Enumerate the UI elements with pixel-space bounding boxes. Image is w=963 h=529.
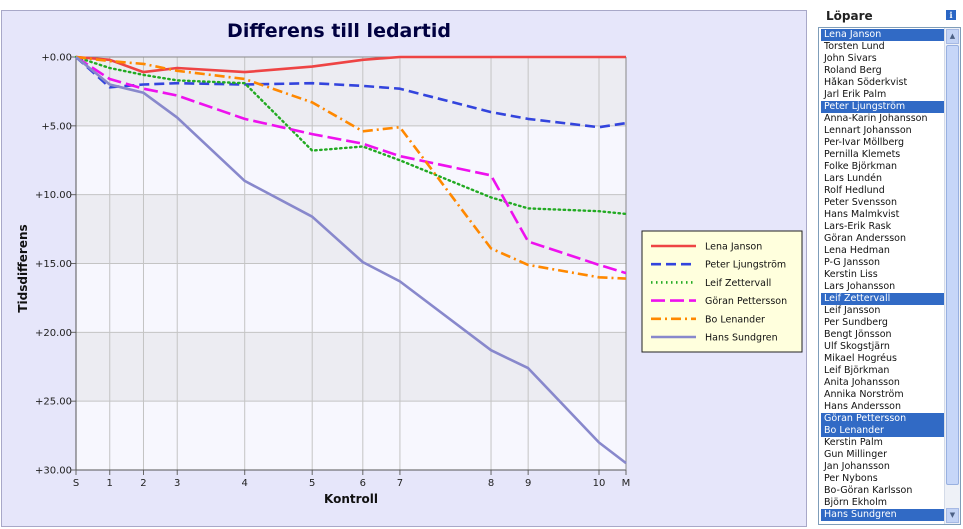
x-tick-label: 1 <box>107 478 113 489</box>
series-line <box>75 55 627 465</box>
runner-items: Lena Janson Torsten Lund John Sivars Roland… <box>821 29 944 521</box>
series-line <box>75 55 627 280</box>
runner-item[interactable]: Ulf Skogstjärn <box>824 341 890 352</box>
series-line <box>75 55 627 275</box>
runner-item[interactable]: Kerstin Liss <box>824 269 878 280</box>
plot-band <box>76 263 626 333</box>
y-tick-label: +30.00 <box>35 466 72 477</box>
series-line <box>75 56 627 129</box>
legend-label: Göran Pettersson <box>705 296 787 307</box>
runner-item[interactable]: Pernilla Klemets <box>824 149 901 160</box>
runner-item[interactable]: Lars Johansson <box>824 281 896 292</box>
runner-item[interactable]: Jarl Erik Palm <box>824 89 887 100</box>
series-line <box>75 55 626 74</box>
runner-item[interactable]: Per Sundberg <box>824 317 888 328</box>
runner-item[interactable]: John Sivars <box>824 53 877 64</box>
legend-label: Peter Ljungström <box>705 260 786 271</box>
runner-item[interactable]: Göran Pettersson <box>821 413 944 425</box>
y-tick-label: +0.00 <box>41 53 72 64</box>
runner-item[interactable]: Lena Janson <box>821 29 944 41</box>
x-tick-label: 8 <box>488 478 494 489</box>
chart-title: Differens till ledartid <box>227 20 451 42</box>
y-tick-label: +15.00 <box>35 259 72 270</box>
x-axis-label: Kontroll <box>324 492 378 506</box>
runner-item[interactable]: Björn Ekholm <box>824 497 887 508</box>
runner-item[interactable]: P-G Jansson <box>824 257 881 268</box>
y-tick-label: +10.00 <box>35 190 72 201</box>
series-line <box>74 55 628 216</box>
plot-band <box>76 332 626 402</box>
runner-item[interactable]: Hans Malmkvist <box>824 209 900 220</box>
runner-item[interactable]: Göran Andersson <box>824 233 906 244</box>
legend-box <box>641 230 803 353</box>
x-tick-label: 10 <box>593 478 606 489</box>
runner-item[interactable]: Leif Jansson <box>824 305 881 316</box>
legend-label: Hans Sundgren <box>705 333 778 344</box>
runner-item[interactable]: Roland Berg <box>824 65 882 76</box>
scrollbar[interactable]: ▲ ▼ <box>944 28 960 524</box>
runner-item[interactable]: Lennart Johansson <box>824 125 912 136</box>
runner-item[interactable]: Hans Andersson <box>824 401 901 412</box>
x-tick-label: 3 <box>174 478 180 489</box>
runner-item[interactable]: Anna-Karin Johansson <box>824 113 928 124</box>
runner-item[interactable]: Anita Johansson <box>824 377 900 388</box>
y-tick-label: +20.00 <box>35 328 72 339</box>
runner-item[interactable]: Bengt Jönsson <box>824 329 892 340</box>
x-tick-label: M <box>622 478 631 489</box>
runner-list[interactable]: Lena Janson Torsten Lund John Sivars Roland… <box>818 27 961 525</box>
runner-item[interactable]: Lars Lundén <box>824 173 883 184</box>
runner-item[interactable]: Per Nybons <box>824 473 878 484</box>
legend-label: Lena Janson <box>705 242 762 253</box>
runner-item[interactable]: Lena Hedman <box>824 245 890 256</box>
runner-item[interactable]: Bo Lenander <box>821 425 944 437</box>
scroll-down-icon[interactable]: ▼ <box>946 508 959 523</box>
x-tick-label: 4 <box>242 478 248 489</box>
runner-item[interactable]: Leif Zettervall <box>821 293 944 305</box>
runner-item[interactable]: Håkan Söderkvist <box>824 77 908 88</box>
chart-panel: Differens till ledartid S 1 2 3 4 5 6 7 8 9 10 M +0.0… <box>1 10 807 527</box>
x-tick-label: 7 <box>397 478 403 489</box>
runner-item[interactable]: Leif Björkman <box>824 365 890 376</box>
info-icon[interactable]: i <box>946 10 956 20</box>
runner-item[interactable]: Jan Johansson <box>824 461 890 472</box>
runner-item[interactable]: Peter Svensson <box>824 197 897 208</box>
y-axis-label: Tidsdifferens <box>16 224 30 312</box>
plot-band <box>76 125 626 195</box>
runner-item[interactable]: Torsten Lund <box>824 41 885 52</box>
plot-band <box>76 401 626 470</box>
sidebar-title: Löpare <box>826 9 873 23</box>
scroll-thumb[interactable] <box>946 45 959 485</box>
runner-item[interactable]: Bo-Göran Karlsson <box>824 485 913 496</box>
runner-item[interactable]: Hans Sundgren <box>821 509 944 521</box>
y-tick-label: +5.00 <box>41 121 72 132</box>
runner-item[interactable]: Folke Björkman <box>824 161 898 172</box>
x-tick-label: S <box>73 478 79 489</box>
x-tick-label: 5 <box>309 478 315 489</box>
x-tick-label: 6 <box>360 478 366 489</box>
runner-item[interactable]: Annika Norström <box>824 389 904 400</box>
chart-svg: Differens till ledartid S 1 2 3 4 5 6 7 8 9 10 M +0.0… <box>16 20 803 506</box>
legend-label: Bo Lenander <box>705 314 765 325</box>
runner-item[interactable]: Gun Millinger <box>824 449 887 460</box>
x-tick-label: 9 <box>525 478 531 489</box>
y-tick-label: +25.00 <box>35 397 72 408</box>
x-tick-label: 2 <box>140 478 146 489</box>
legend-label: Leif Zettervall <box>705 278 771 289</box>
runner-item[interactable]: Mikael Hogréus <box>824 353 897 364</box>
runner-item[interactable]: Per-Ivar Möllberg <box>824 137 905 148</box>
runner-item[interactable]: Lars-Erik Rask <box>824 221 892 232</box>
runner-item[interactable]: Peter Ljungström <box>821 101 944 113</box>
scroll-up-icon[interactable]: ▲ <box>946 29 959 44</box>
runner-item[interactable]: Rolf Hedlund <box>824 185 885 196</box>
runner-item[interactable]: Kerstin Palm <box>824 437 883 448</box>
